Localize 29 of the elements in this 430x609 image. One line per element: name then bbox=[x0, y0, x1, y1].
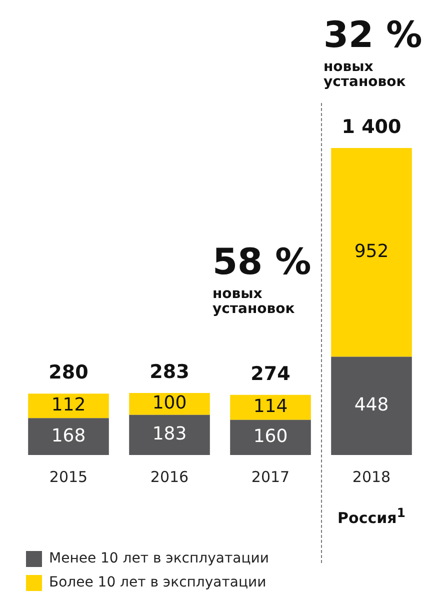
data-label: 183 bbox=[152, 424, 187, 445]
legend-label: Более 10 лет в эксплуатации bbox=[49, 574, 266, 591]
x-tick-label: 2017 bbox=[251, 468, 290, 486]
bar bbox=[331, 148, 412, 357]
x-tick-label: 2015 bbox=[49, 468, 88, 486]
bar bbox=[331, 356, 412, 455]
legend-label: Менее 10 лет в эксплуатации bbox=[49, 550, 269, 567]
data-label: 168 bbox=[51, 425, 86, 446]
bar bbox=[230, 394, 311, 420]
bar bbox=[28, 394, 109, 418]
total-label: 274 bbox=[250, 362, 290, 385]
total-label: 283 bbox=[150, 360, 190, 383]
bar bbox=[129, 414, 210, 455]
total-label: 280 bbox=[48, 362, 88, 384]
bar bbox=[129, 392, 210, 415]
data-label: 952 bbox=[354, 241, 389, 262]
data-label: 448 bbox=[354, 394, 389, 416]
text: Россия$^{1}$ bbox=[336, 505, 406, 527]
x-tick-label: 2016 bbox=[150, 468, 189, 486]
data-label: 114 bbox=[253, 396, 288, 418]
bar bbox=[230, 420, 311, 455]
x-tick-label: 2018 bbox=[352, 468, 391, 486]
bar bbox=[28, 418, 109, 455]
total-label: 1 400 bbox=[342, 116, 402, 138]
data-label: 112 bbox=[51, 394, 86, 416]
data-label: 100 bbox=[152, 392, 187, 414]
text: 32 % новых установок bbox=[324, 15, 422, 90]
annotation: 58 % новых установок bbox=[212, 242, 312, 317]
data-label: 160 bbox=[253, 426, 288, 448]
